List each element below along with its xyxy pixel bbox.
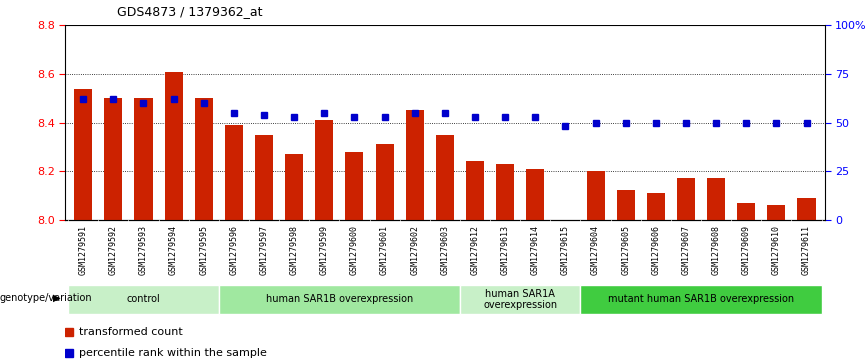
Text: GSM1279598: GSM1279598 xyxy=(290,225,299,275)
Text: human SAR1A
overexpression: human SAR1A overexpression xyxy=(483,289,557,310)
Bar xyxy=(647,193,665,220)
Bar xyxy=(255,135,273,220)
Text: GSM1279595: GSM1279595 xyxy=(200,225,208,275)
Bar xyxy=(405,110,424,220)
Bar xyxy=(767,205,786,220)
Text: GSM1279591: GSM1279591 xyxy=(79,225,88,275)
Bar xyxy=(526,169,544,220)
Bar xyxy=(135,98,153,220)
FancyBboxPatch shape xyxy=(219,285,460,314)
FancyBboxPatch shape xyxy=(581,285,822,314)
Text: GSM1279615: GSM1279615 xyxy=(561,225,570,275)
Bar xyxy=(798,198,816,220)
Text: GSM1279606: GSM1279606 xyxy=(651,225,661,275)
Text: GSM1279601: GSM1279601 xyxy=(380,225,389,275)
Bar xyxy=(376,144,393,220)
Bar xyxy=(496,164,514,220)
Text: GSM1279614: GSM1279614 xyxy=(530,225,540,275)
Text: transformed count: transformed count xyxy=(79,327,183,337)
Bar xyxy=(315,120,333,220)
Bar xyxy=(74,89,92,220)
Text: GSM1279594: GSM1279594 xyxy=(169,225,178,275)
Text: GSM1279611: GSM1279611 xyxy=(802,225,811,275)
Text: GSM1279596: GSM1279596 xyxy=(229,225,239,275)
Bar xyxy=(165,72,182,220)
Text: GSM1279613: GSM1279613 xyxy=(501,225,510,275)
Text: genotype/variation: genotype/variation xyxy=(0,293,93,303)
Text: GSM1279608: GSM1279608 xyxy=(712,225,720,275)
Bar xyxy=(707,178,725,220)
Text: GSM1279607: GSM1279607 xyxy=(681,225,690,275)
Text: GSM1279600: GSM1279600 xyxy=(350,225,359,275)
Bar xyxy=(677,178,695,220)
Text: GSM1279599: GSM1279599 xyxy=(319,225,329,275)
Bar xyxy=(225,125,243,220)
Text: GSM1279602: GSM1279602 xyxy=(411,225,419,275)
Bar xyxy=(737,203,755,220)
Bar xyxy=(436,135,454,220)
Bar xyxy=(616,191,635,220)
Text: GSM1279612: GSM1279612 xyxy=(470,225,479,275)
Text: GDS4873 / 1379362_at: GDS4873 / 1379362_at xyxy=(117,5,263,18)
FancyBboxPatch shape xyxy=(460,285,581,314)
Text: ▶: ▶ xyxy=(53,293,61,303)
Text: percentile rank within the sample: percentile rank within the sample xyxy=(79,348,266,358)
Text: GSM1279603: GSM1279603 xyxy=(440,225,450,275)
Bar xyxy=(466,161,484,220)
Bar xyxy=(194,98,213,220)
Text: human SAR1B overexpression: human SAR1B overexpression xyxy=(266,294,413,305)
Bar xyxy=(587,171,605,220)
Bar xyxy=(104,98,122,220)
Text: control: control xyxy=(127,294,161,305)
Text: GSM1279609: GSM1279609 xyxy=(742,225,751,275)
Text: GSM1279610: GSM1279610 xyxy=(772,225,781,275)
Text: GSM1279593: GSM1279593 xyxy=(139,225,148,275)
Bar xyxy=(285,154,303,220)
Bar xyxy=(345,152,364,220)
Text: GSM1279592: GSM1279592 xyxy=(108,225,118,275)
Text: GSM1279604: GSM1279604 xyxy=(591,225,600,275)
Text: GSM1279597: GSM1279597 xyxy=(260,225,268,275)
Text: mutant human SAR1B overexpression: mutant human SAR1B overexpression xyxy=(608,294,794,305)
FancyBboxPatch shape xyxy=(68,285,219,314)
Text: GSM1279605: GSM1279605 xyxy=(621,225,630,275)
